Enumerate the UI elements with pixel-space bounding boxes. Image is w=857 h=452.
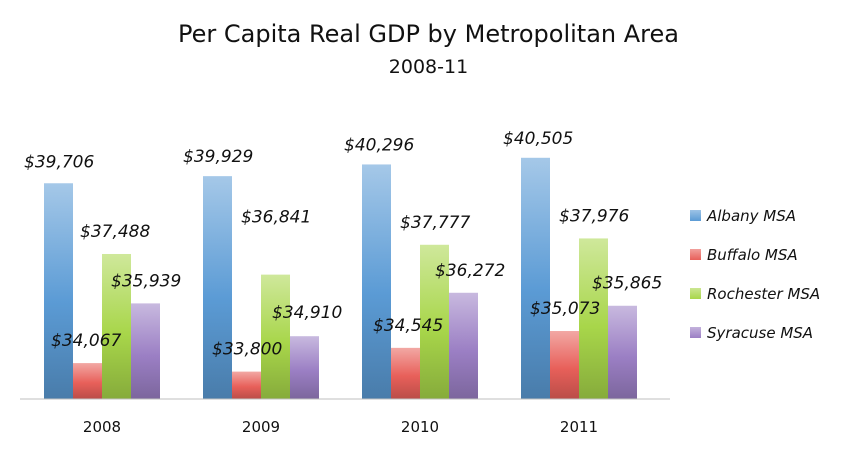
bar-syracuse-msa-2008 [131,303,160,399]
data-label: $35,939 [111,271,181,291]
legend-label: Albany MSA [707,206,797,225]
bar-albany-msa-2009 [203,176,232,399]
bar-buffalo-msa-2008 [73,363,102,399]
data-label: $37,976 [559,206,629,226]
bar-buffalo-msa-2009 [232,371,261,399]
data-label: $37,488 [80,222,150,242]
data-label: $35,073 [530,299,600,319]
data-label: $39,929 [183,147,253,167]
legend-swatch [690,210,701,221]
data-label: $36,841 [241,208,311,228]
legend-item: Buffalo MSA [690,235,820,274]
bar-syracuse-msa-2010 [449,292,478,399]
bar-rochester-msa-2011 [579,238,608,399]
data-label: $34,067 [51,331,121,351]
data-label: $34,910 [272,303,342,323]
x-tick-label: 2010 [401,418,439,436]
bars-layer [44,157,637,399]
legend-label: Syracuse MSA [707,323,814,342]
legend-swatch [690,288,701,299]
legend-item: Rochester MSA [690,274,820,313]
bar-albany-msa-2010 [362,164,391,399]
data-label: $37,777 [400,213,470,233]
x-tick-label: 2009 [242,418,280,436]
bar-buffalo-msa-2011 [550,331,579,399]
legend-label: Buffalo MSA [707,245,798,264]
data-label: $40,505 [503,129,573,149]
bar-rochester-msa-2008 [102,253,131,399]
legend-swatch [690,249,701,260]
bar-syracuse-msa-2009 [290,336,319,399]
data-label: $34,545 [373,316,443,336]
data-label: $36,272 [435,261,505,281]
x-tick-label: 2011 [560,418,598,436]
data-label: $40,296 [344,135,414,155]
data-label: $39,706 [24,152,94,172]
legend-item: Syracuse MSA [690,313,820,352]
bar-syracuse-msa-2011 [608,305,637,399]
legend-swatch [690,327,701,338]
data-label: $35,865 [592,274,662,294]
chart-title: Per Capita Real GDP by Metropolitan Area [178,20,679,48]
data-label: $33,800 [212,340,282,360]
legend-label: Rochester MSA [707,284,821,303]
bar-albany-msa-2011 [521,157,550,399]
legend-item: Albany MSA [690,196,820,235]
bar-rochester-msa-2009 [261,274,290,399]
chart-subtitle: 2008-11 [388,56,469,78]
bar-rochester-msa-2010 [420,244,449,399]
x-tick-label: 2008 [83,418,121,436]
legend: Albany MSA Buffalo MSA Rochester MSA Syracu… [690,196,820,352]
bar-buffalo-msa-2010 [391,347,420,399]
data-labels-layer: $39,706 $34,067 $37,488 $35,939 $39,929 $33,8… [24,129,662,360]
bar-albany-msa-2008 [44,183,73,399]
x-axis: 2008 2009 2010 2011 [20,398,670,436]
